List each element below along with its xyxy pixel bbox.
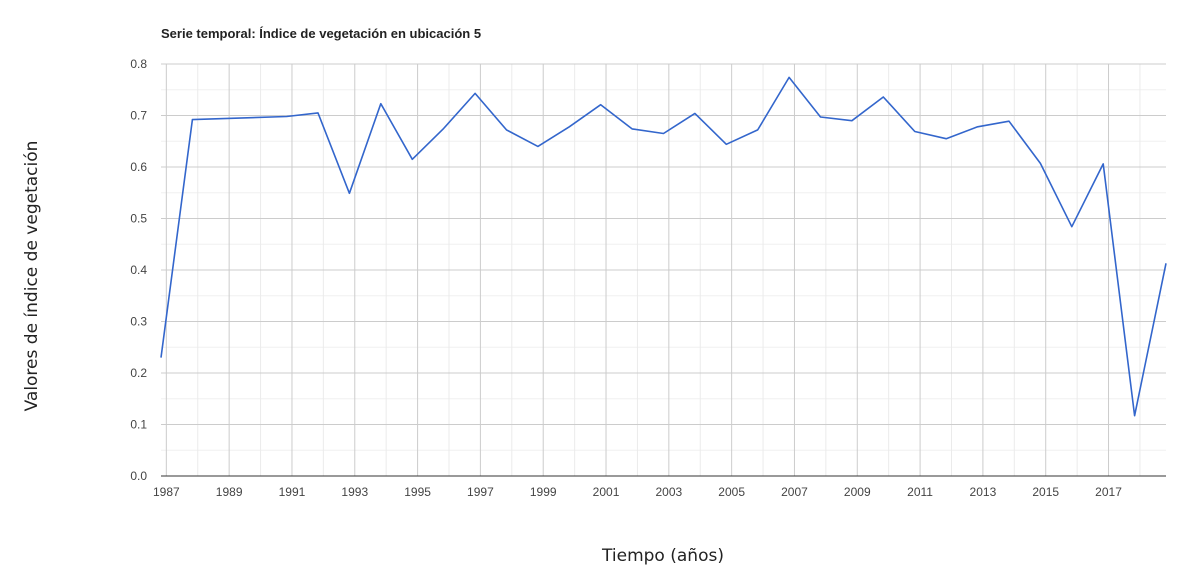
series-line xyxy=(160,76,1167,417)
y-tick-label: 0.7 xyxy=(130,109,147,123)
major-gridlines xyxy=(161,63,1166,476)
y-tick-label: 0.4 xyxy=(130,263,147,277)
x-tick-label: 1987 xyxy=(153,485,180,499)
x-tick-label: 1999 xyxy=(530,485,557,499)
x-tick-label: 2011 xyxy=(907,485,933,499)
x-axis-label: Tiempo (años) xyxy=(602,546,724,566)
x-tick-label: 1995 xyxy=(404,485,431,499)
x-tick-label: 2007 xyxy=(781,485,808,499)
y-tick-label: 0.8 xyxy=(130,57,147,71)
x-tick-label: 2005 xyxy=(718,485,745,499)
x-tick-label: 2015 xyxy=(1032,485,1059,499)
x-tick-label: 1997 xyxy=(467,485,494,499)
x-tick-label: 1991 xyxy=(279,485,306,499)
y-tick-label: 0.6 xyxy=(130,160,147,174)
y-tick-label: 0.0 xyxy=(130,469,147,483)
x-tick-label: 1989 xyxy=(216,485,243,499)
x-tick-label: 2009 xyxy=(844,485,871,499)
x-tick-label: 2001 xyxy=(593,485,620,499)
x-tick-label: 2013 xyxy=(970,485,997,499)
y-tick-label: 0.2 xyxy=(130,366,147,380)
chart-title: Serie temporal: Índice de vegetación en … xyxy=(161,26,482,41)
y-tick-label: 0.3 xyxy=(130,315,147,329)
y-tick-label: 0.5 xyxy=(130,212,147,226)
x-tick-label: 1993 xyxy=(341,485,368,499)
x-axis-ticks: 1987 1989 1991 1993 1995 1997 1999 2001 2003 2005… xyxy=(153,485,1122,499)
y-tick-label: 0.1 xyxy=(130,418,147,432)
x-tick-label: 2017 xyxy=(1095,485,1122,499)
y-axis-ticks: 0.0 0.1 0.2 0.3 0.4 0.5 0.6 0.7 0.8 xyxy=(130,57,147,483)
x-tick-label: 2003 xyxy=(655,485,682,499)
